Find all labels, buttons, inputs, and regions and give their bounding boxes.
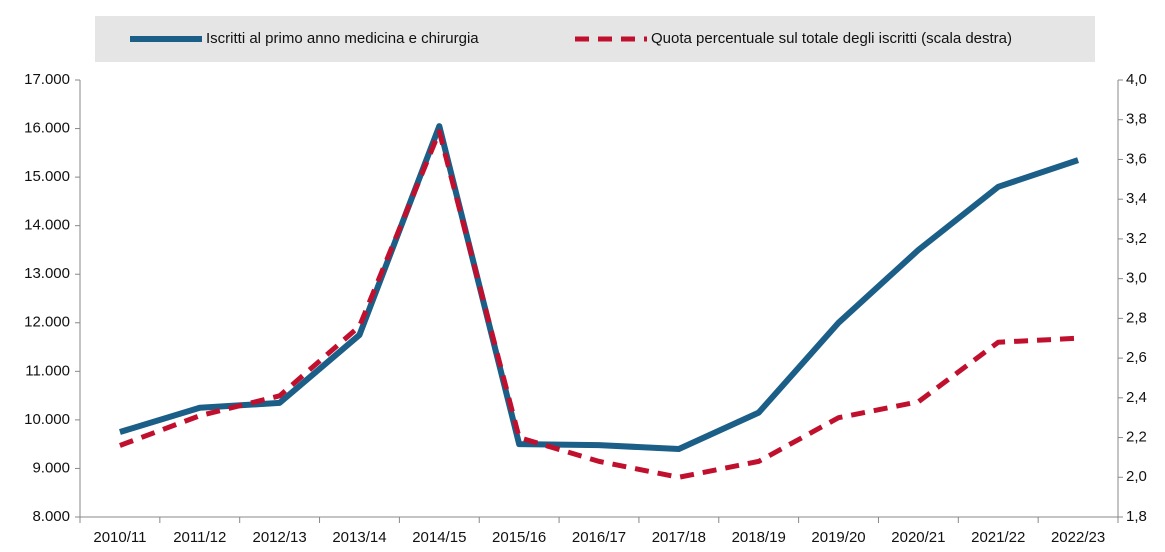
series-line <box>119 129 1079 480</box>
y-tick-label: 11.000 <box>25 362 70 379</box>
y2-tick-label: 3,0 <box>1126 270 1147 287</box>
y-tick-label: 14.000 <box>24 217 70 234</box>
y2-tick-label: 2,0 <box>1126 468 1147 485</box>
y-tick-label: 12.000 <box>24 314 70 331</box>
y2-tick-label: 3,6 <box>1126 150 1147 167</box>
x-tick-label: 2020/21 <box>891 529 945 546</box>
y-tick-label: 16.000 <box>24 120 70 137</box>
y2-tick-label: 4,0 <box>1126 71 1147 88</box>
y-tick-label: 13.000 <box>24 265 70 282</box>
x-tick-label: 2011/12 <box>173 529 226 546</box>
series-line <box>119 123 1080 453</box>
x-tick-label: 2017/18 <box>652 529 706 546</box>
legend-box <box>95 16 1095 62</box>
y-tick-label: 8.000 <box>32 508 70 525</box>
x-tick-label: 2022/23 <box>1051 529 1105 546</box>
x-tick-label: 2013/14 <box>332 529 386 546</box>
legend-label: Iscritti al primo anno medicina e chirur… <box>206 30 479 47</box>
y2-tick-label: 2,4 <box>1126 389 1147 406</box>
y-tick-label: 15.000 <box>24 168 70 185</box>
y2-tick-label: 2,6 <box>1126 349 1147 366</box>
y2-tick-label: 3,2 <box>1126 230 1147 247</box>
y-tick-label: 17.000 <box>24 71 70 88</box>
x-tick-label: 2010/11 <box>93 529 146 546</box>
y2-tick-label: 2,2 <box>1126 429 1147 446</box>
y2-tick-label: 2,8 <box>1126 309 1147 326</box>
y-tick-label: 10.000 <box>24 411 70 428</box>
legend-label: Quota percentuale sul totale degli iscri… <box>651 30 1012 47</box>
x-tick-label: 2018/19 <box>732 529 786 546</box>
x-tick-label: 2019/20 <box>811 529 865 546</box>
y2-tick-label: 3,4 <box>1126 190 1147 207</box>
x-tick-label: 2014/15 <box>412 529 466 546</box>
x-tick-label: 2012/13 <box>252 529 306 546</box>
x-tick-label: 2021/22 <box>971 529 1025 546</box>
y2-tick-label: 1,8 <box>1126 508 1147 525</box>
x-tick-label: 2016/17 <box>572 529 626 546</box>
y2-tick-label: 3,8 <box>1126 111 1147 128</box>
x-tick-label: 2015/16 <box>492 529 546 546</box>
y-tick-label: 9.000 <box>32 459 70 476</box>
